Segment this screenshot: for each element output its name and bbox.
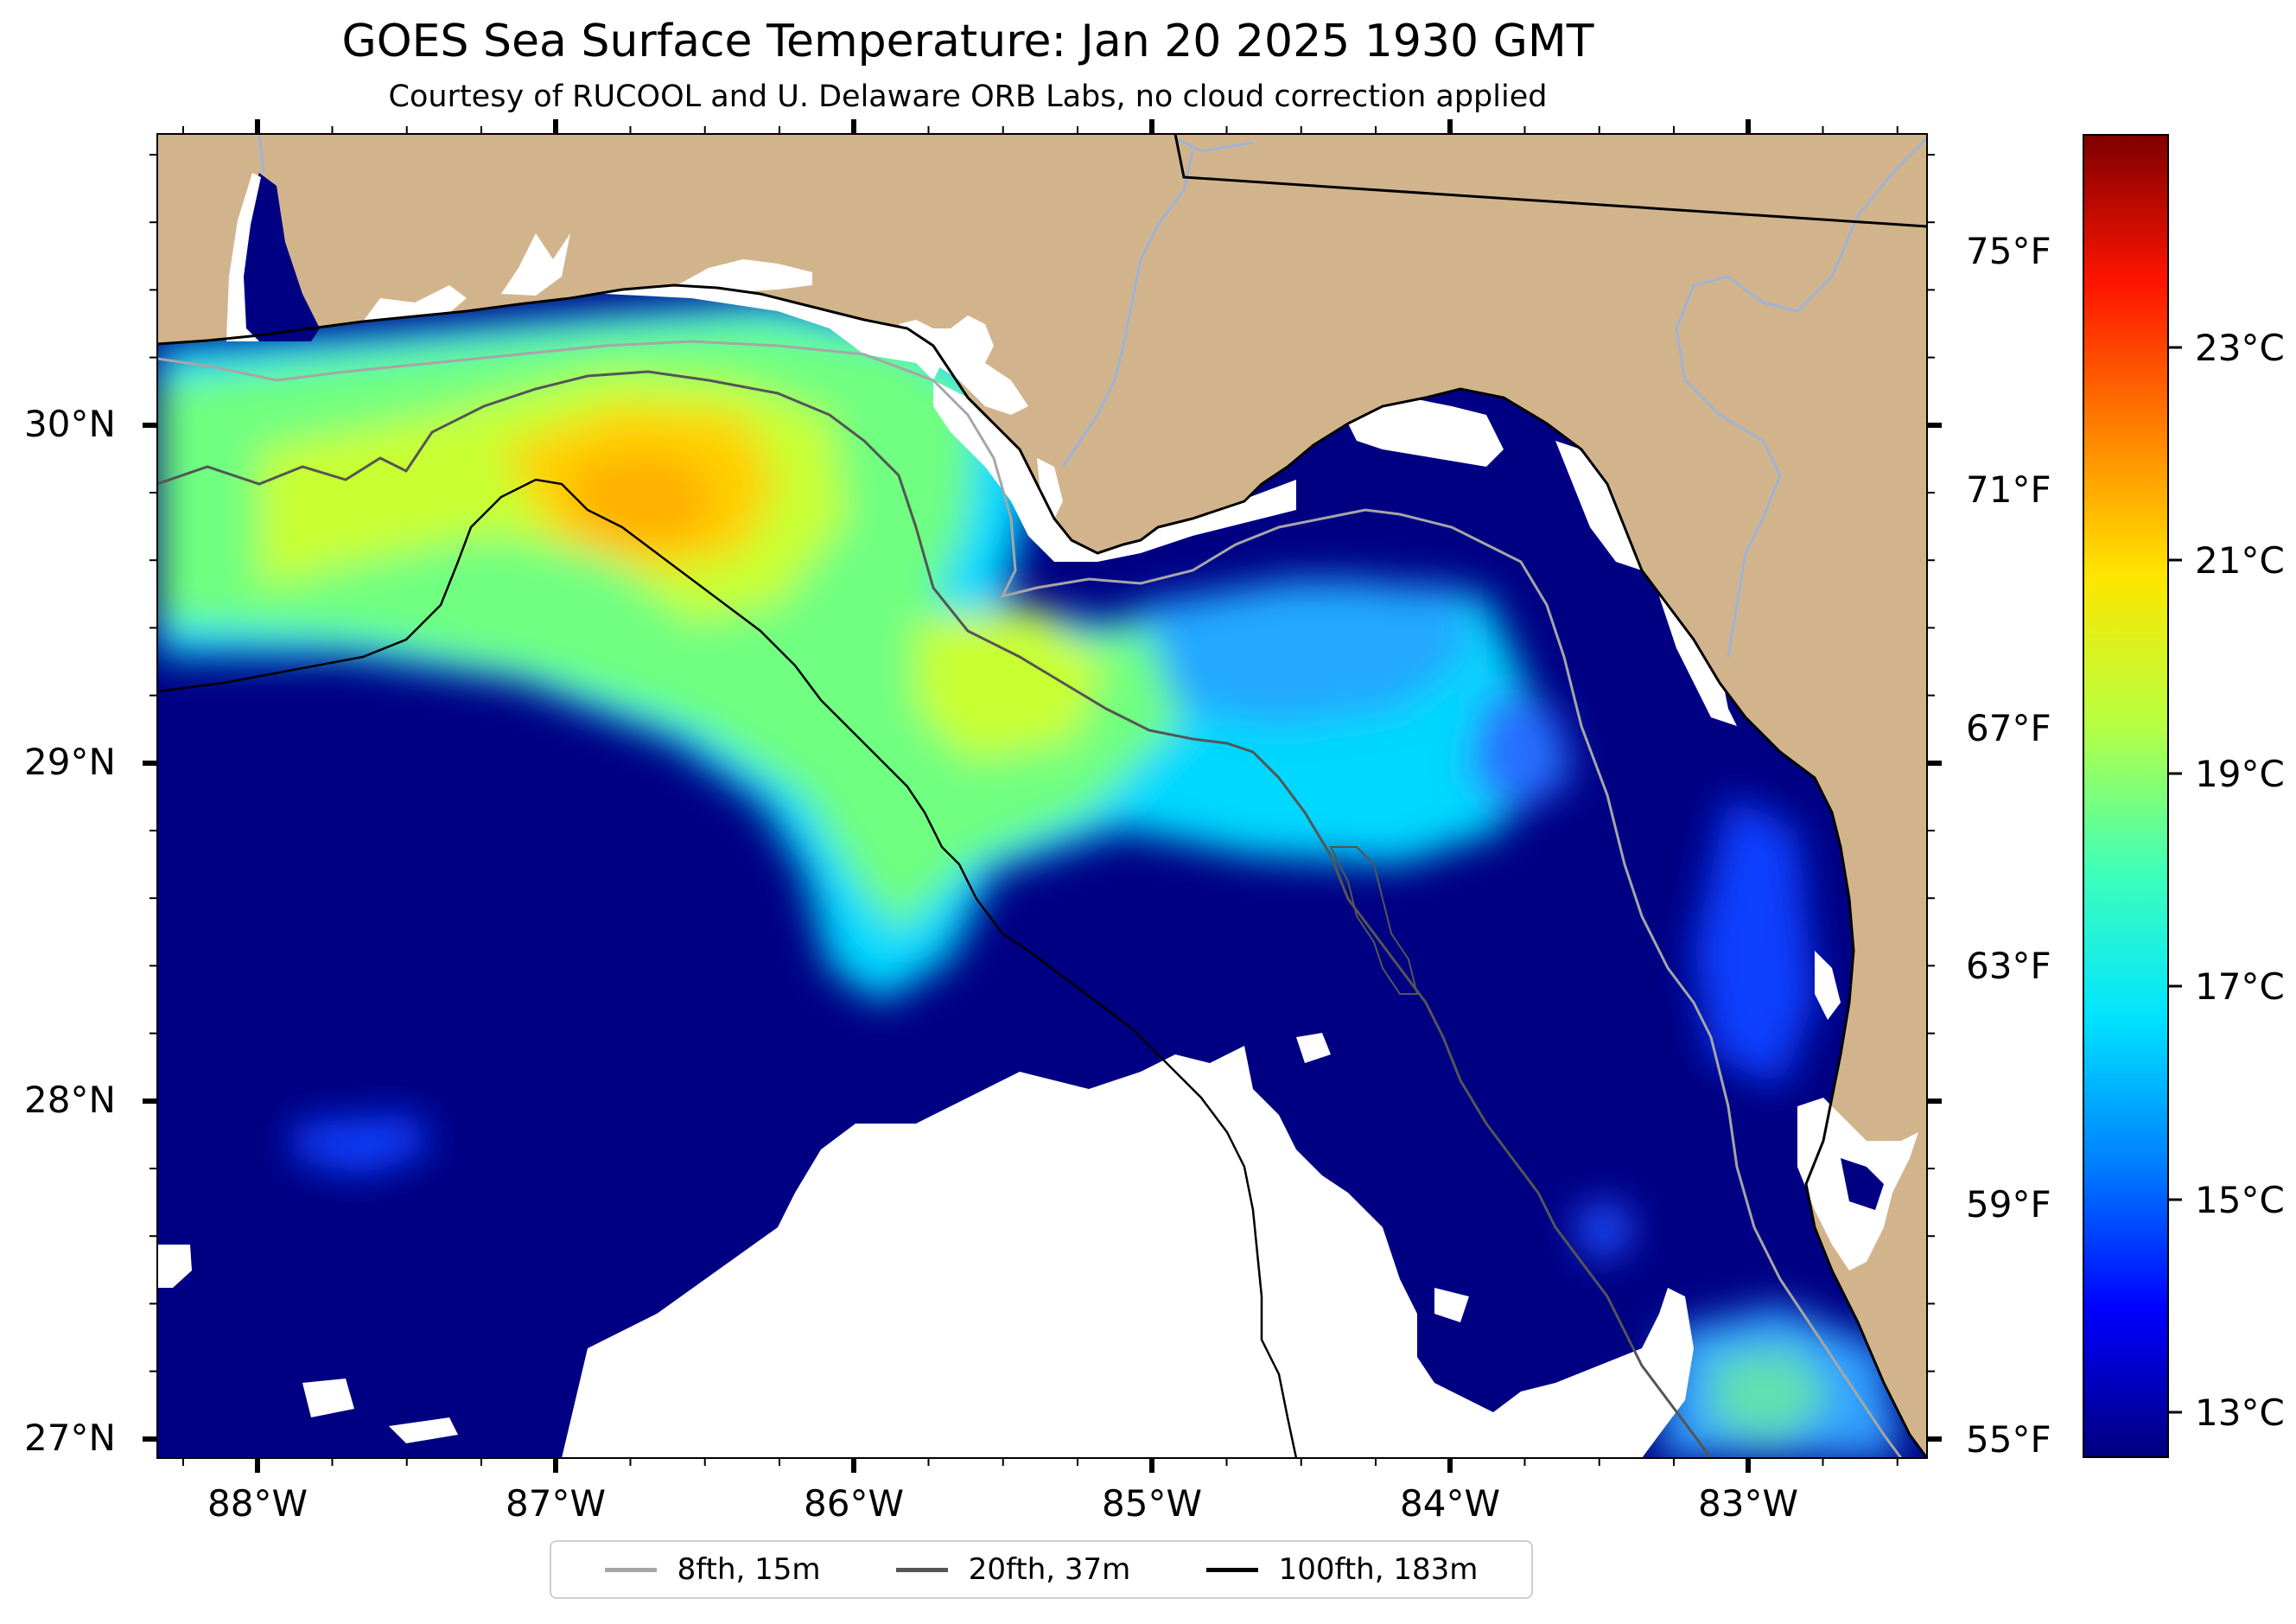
map-subtitle: Courtesy of RUCOOL and U. Delaware ORB L…: [388, 80, 1548, 114]
no-data-regions: [157, 277, 1737, 1458]
lon-label-85w: 85°W: [1102, 1482, 1202, 1525]
celsius-label-19: 19°C: [2195, 753, 2285, 795]
legend-swatch-100fth: [1205, 1567, 1258, 1572]
lat-label-29n: 29°N: [24, 741, 116, 783]
legend-item-8fth: 8fth, 15m: [604, 1552, 821, 1587]
contour-8fth: [157, 340, 1903, 1458]
state-border: [1173, 134, 1927, 228]
legend-swatch-8fth: [604, 1567, 657, 1572]
fahrenheit-label-75: 75°F: [1966, 230, 2051, 272]
colorbar: [2083, 134, 2169, 1458]
fahrenheit-label-55: 55°F: [1966, 1418, 2051, 1461]
celsius-label-23: 23°C: [2195, 327, 2285, 369]
lat-label-28n: 28°N: [24, 1079, 116, 1121]
lat-label-27n: 27°N: [24, 1417, 116, 1459]
lon-label-87w: 87°W: [506, 1482, 606, 1525]
contour-legend: 8fth, 15m 20fth, 37m 100fth, 183m: [550, 1540, 1533, 1599]
fahrenheit-label-67: 67°F: [1966, 707, 2051, 749]
celsius-label-17: 17°C: [2195, 965, 2285, 1008]
lon-label-88w: 88°W: [207, 1482, 308, 1525]
legend-item-100fth: 100fth, 183m: [1205, 1552, 1479, 1587]
fahrenheit-label-71: 71°F: [1966, 468, 2051, 511]
fahrenheit-label-63: 63°F: [1966, 945, 2051, 987]
fahrenheit-label-59: 59°F: [1966, 1183, 2051, 1226]
land-mass: [157, 134, 1927, 1458]
lat-label-30n: 30°N: [24, 403, 116, 445]
coastline: [157, 283, 1927, 1458]
land: [157, 134, 1927, 1458]
warm-plume: [157, 298, 1901, 1458]
legend-label-8fth: 8fth, 15m: [677, 1552, 821, 1587]
legend-label-100fth: 100fth, 183m: [1278, 1552, 1479, 1587]
celsius-label-13: 13°C: [2195, 1392, 2285, 1434]
legend-item-20fth: 20fth, 37m: [895, 1552, 1131, 1587]
contour-20fth-islands: [1329, 846, 1419, 995]
contour-100fth: [157, 478, 1298, 1458]
lon-label-86w: 86°W: [804, 1482, 904, 1525]
lon-label-84w: 84°W: [1400, 1482, 1500, 1525]
celsius-label-21: 21°C: [2195, 539, 2285, 582]
map-title: GOES Sea Surface Temperature: Jan 20 202…: [341, 16, 1594, 67]
rivers: [258, 134, 1927, 658]
contour-20fth: [157, 370, 1713, 1458]
lon-label-83w: 83°W: [1698, 1482, 1798, 1525]
minor-ticks: [149, 126, 1935, 1466]
legend-swatch-20fth: [895, 1567, 948, 1572]
legend-label-20fth: 20fth, 37m: [968, 1552, 1131, 1587]
celsius-label-15: 15°C: [2195, 1179, 2285, 1221]
map-frame: [156, 133, 1928, 1459]
